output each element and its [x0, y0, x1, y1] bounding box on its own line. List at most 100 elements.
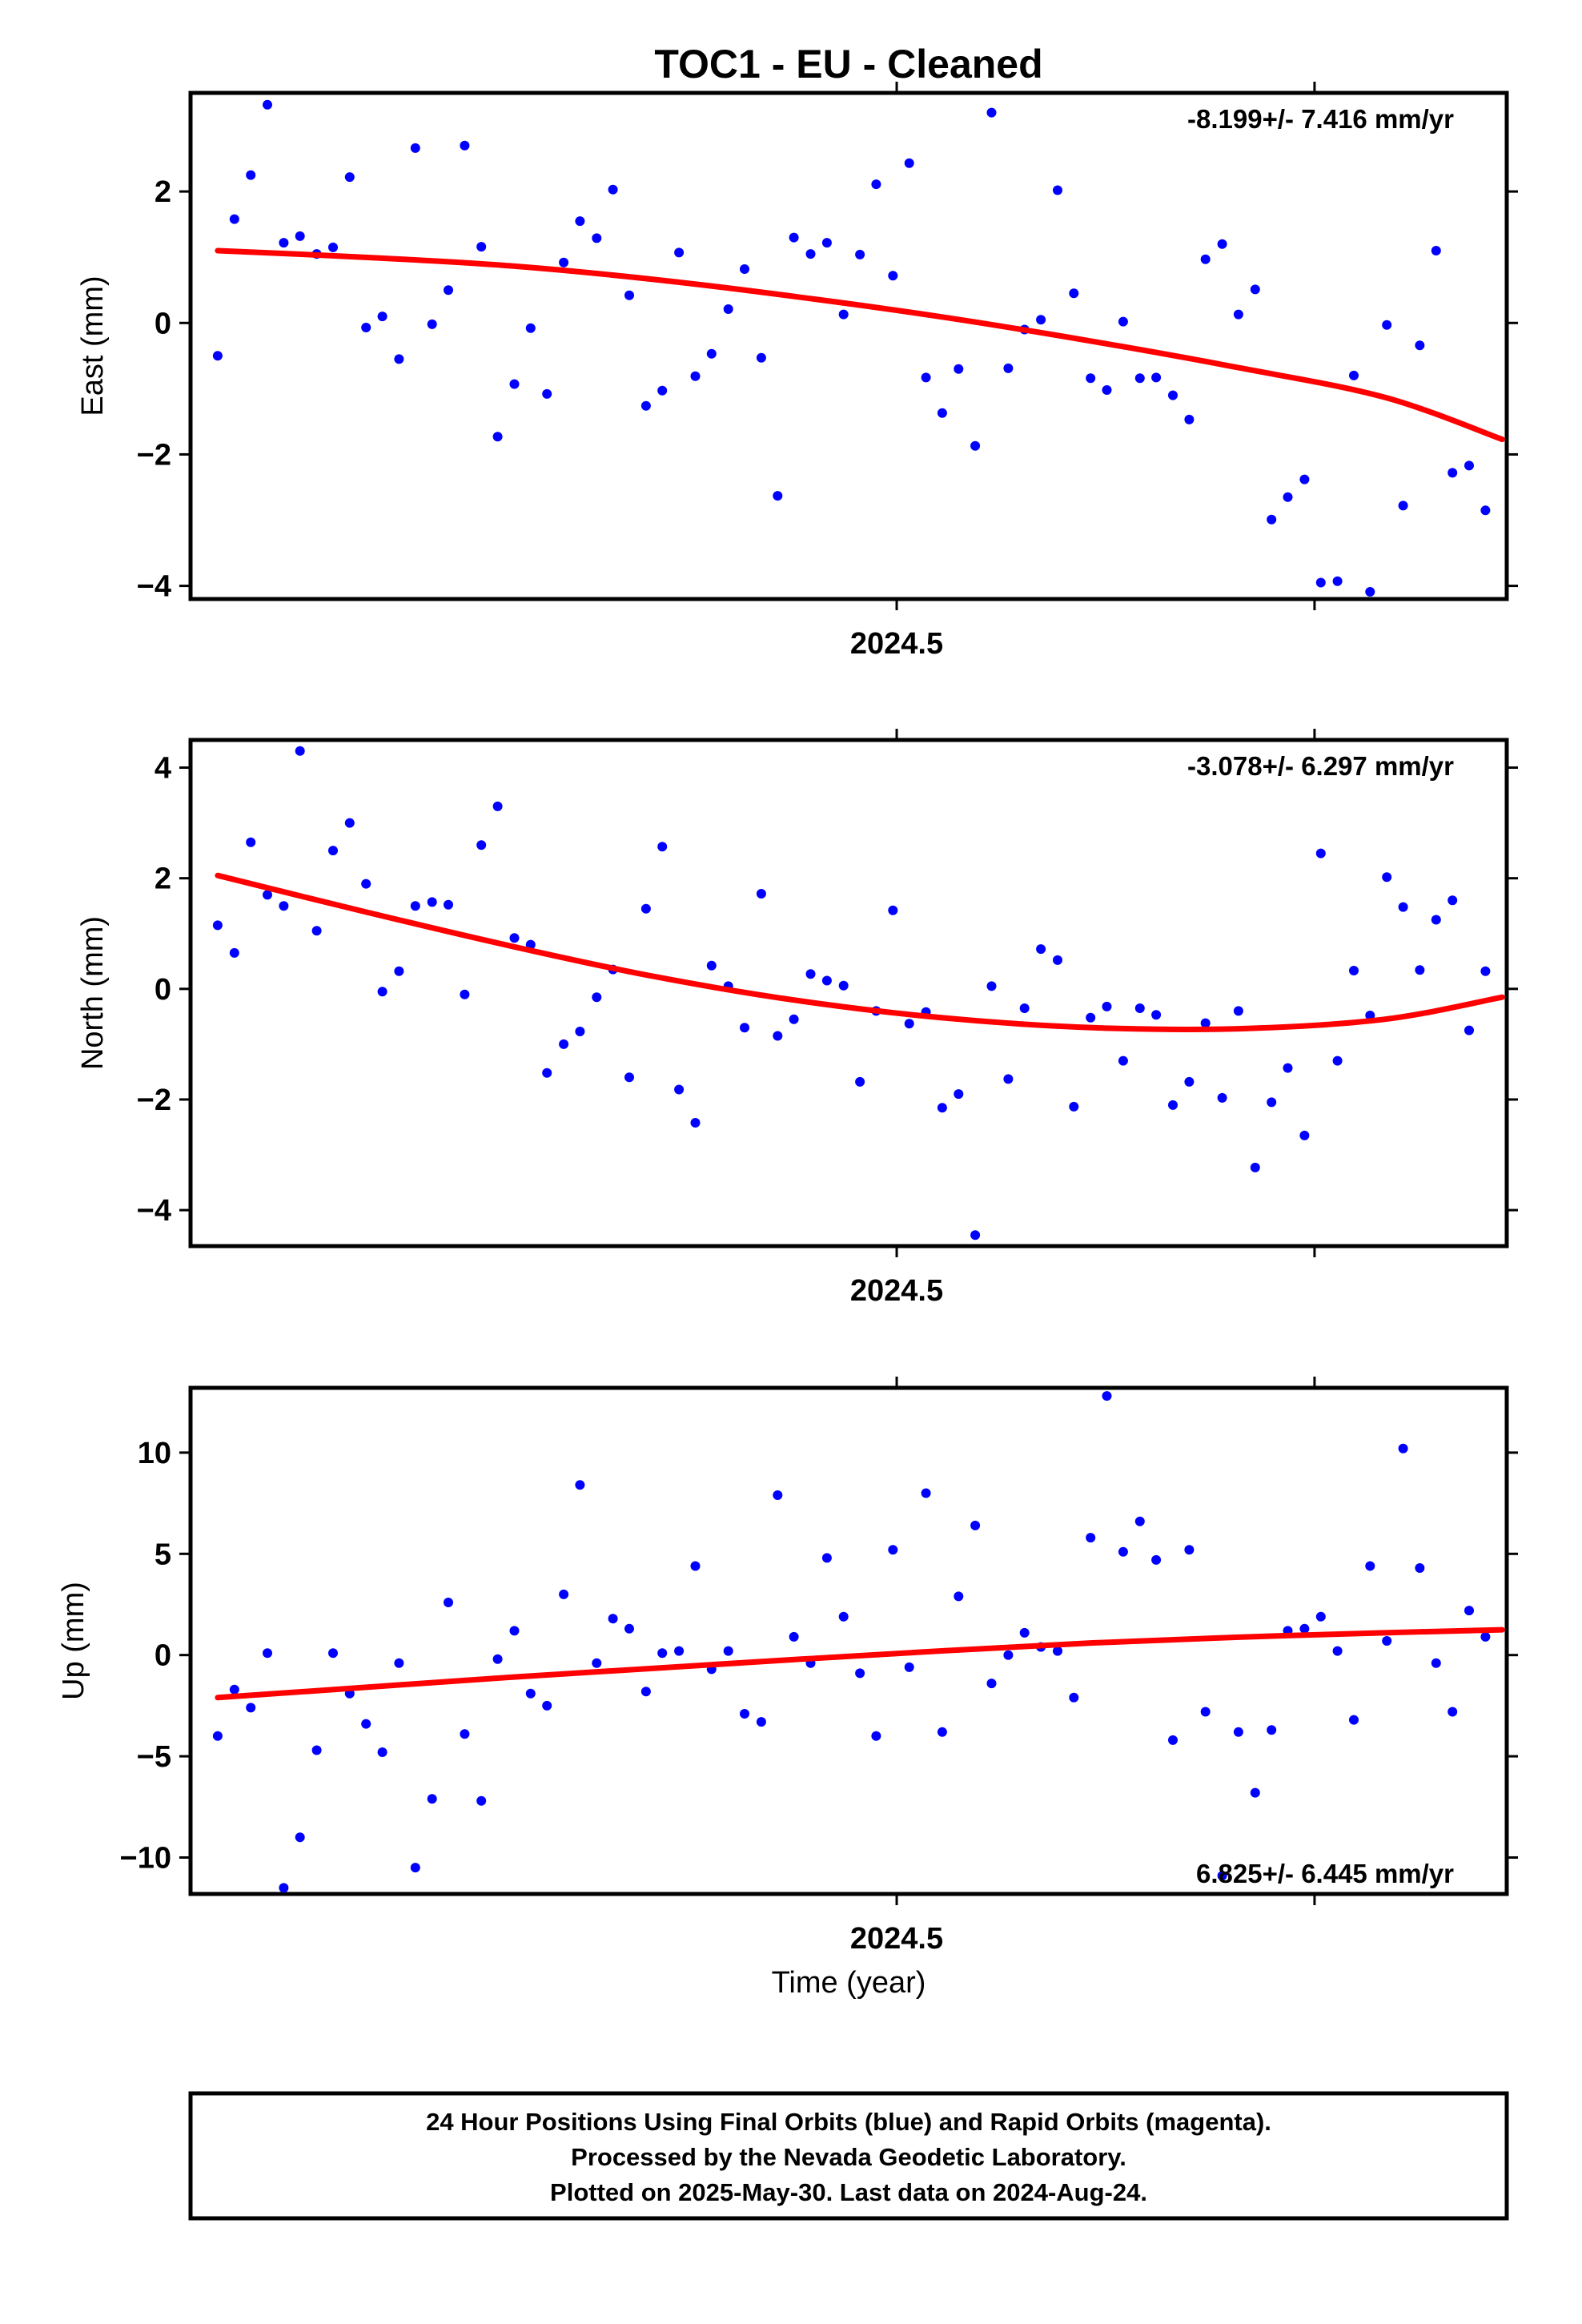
east-data-point [1497, 0, 1507, 5]
north-data-point [1250, 1162, 1260, 1172]
east-y-tick-label: 0 [155, 307, 171, 340]
up-data-point [1069, 1692, 1079, 1703]
north-data [212, 746, 1505, 1240]
up-data-point [427, 1794, 437, 1804]
north-data-point [1200, 1018, 1211, 1028]
up-data-point [592, 1658, 602, 1668]
north-data-point [1233, 1006, 1243, 1016]
up-data-point [855, 1668, 865, 1679]
east-data-point [509, 379, 520, 389]
north-data-point [476, 840, 487, 850]
north-plot-frame [188, 738, 1509, 1248]
north-data-point [1283, 1063, 1293, 1073]
up-panel: −10 −5 0 5 10 2024.5 Up (mm) 6.825+/- 6.445 mm/… [57, 1377, 1518, 1956]
east-data-point [212, 351, 223, 361]
up-data-point [1184, 1545, 1195, 1555]
up-data-point [657, 1648, 668, 1659]
up-data-point [377, 1747, 387, 1757]
east-panel: −4 −2 0 2 2024.5 East (mm) -8.199+/- 7.416 mm/… [76, 0, 1518, 661]
east-data-point [1069, 288, 1079, 299]
up-data-point [295, 1832, 305, 1843]
north-data-point [1480, 966, 1491, 976]
north-data-point [1431, 915, 1441, 925]
east-data-point [1398, 501, 1408, 511]
north-y-tick-label: −4 [137, 1194, 171, 1228]
x-axis-title: Time (year) [772, 1966, 926, 2000]
up-data-point [1464, 1606, 1474, 1616]
up-data-point [1267, 1725, 1277, 1735]
east-data-point [377, 312, 387, 322]
east-y-tick-label: −4 [137, 570, 171, 604]
east-data-point [657, 385, 668, 396]
east-data-point [444, 285, 453, 296]
east-data-point [1184, 414, 1195, 424]
up-data-point [871, 1731, 881, 1741]
east-data-point [690, 371, 701, 381]
up-data-point [229, 1684, 239, 1695]
north-data-point [821, 975, 832, 986]
north-data-point [263, 890, 272, 900]
east-data-point [492, 432, 503, 442]
east-data-point [1480, 505, 1491, 516]
north-data-point [427, 897, 437, 907]
north-data-point [444, 899, 453, 910]
up-data-point [410, 1863, 420, 1873]
north-data-point [575, 1027, 585, 1036]
north-panel: −4 −2 0 2 4 2024.5 North (mm) -3.078+/- 6.297 m… [76, 729, 1518, 1308]
up-data-point [904, 1662, 914, 1672]
north-data-point [492, 801, 503, 811]
up-data-point [1315, 1611, 1326, 1622]
east-data-point [1283, 492, 1293, 502]
east-data-point [1315, 577, 1326, 588]
up-data-point [542, 1700, 552, 1711]
chart-title: TOC1 - EU - Cleaned [654, 42, 1042, 86]
east-data-point [575, 216, 585, 227]
up-data-point [1480, 1631, 1491, 1642]
up-fit-line [215, 1626, 1505, 1701]
up-data-point [1365, 1561, 1375, 1571]
east-data-point [838, 309, 849, 320]
up-data-point [1200, 1707, 1211, 1717]
east-data-point [1217, 239, 1227, 249]
up-data-point [690, 1561, 701, 1571]
east-data-point [279, 238, 289, 248]
up-y-tick-label: 10 [138, 1437, 171, 1470]
up-data-point [1217, 1871, 1227, 1881]
east-data-point [410, 143, 420, 153]
east-data-point [1053, 185, 1062, 195]
up-data-point [279, 1883, 289, 1893]
east-data-point [789, 232, 799, 243]
up-y-axis-title: Up (mm) [57, 1582, 90, 1700]
up-data-point [1349, 1715, 1359, 1725]
up-data-point [986, 1679, 997, 1689]
up-data-point [756, 1717, 766, 1727]
east-fit-line [215, 247, 1505, 443]
north-data-point [311, 926, 322, 936]
east-data-point [674, 247, 685, 258]
up-data-point [954, 1591, 964, 1602]
east-data-point [1415, 340, 1425, 351]
up-data-point [1382, 1636, 1392, 1646]
north-y-tick-label: −2 [137, 1084, 171, 1117]
east-data-point [1151, 372, 1162, 383]
north-data-point [1003, 1074, 1014, 1084]
east-data-point [1086, 373, 1096, 384]
north-data-point [706, 960, 717, 971]
footer-box: 24 Hour Positions Using Final Orbits (bl… [188, 2091, 1509, 2221]
up-data-point [1415, 1563, 1425, 1573]
up-y-tick-label: −5 [137, 1740, 171, 1774]
north-data-point [657, 842, 668, 852]
north-data-point [937, 1103, 947, 1113]
east-data-point [855, 249, 865, 259]
up-data-point [773, 1490, 783, 1500]
east-y-tick-label: −2 [137, 438, 171, 472]
east-data-point [937, 408, 947, 418]
east-data-point [986, 107, 997, 118]
north-data-point [1332, 1055, 1343, 1066]
east-data-point [624, 290, 634, 300]
up-y-tick-label: 0 [155, 1639, 171, 1673]
north-data-point [888, 905, 898, 915]
east-data-point [921, 372, 931, 383]
up-data-point [476, 1795, 487, 1806]
north-data-point [1151, 1010, 1162, 1020]
